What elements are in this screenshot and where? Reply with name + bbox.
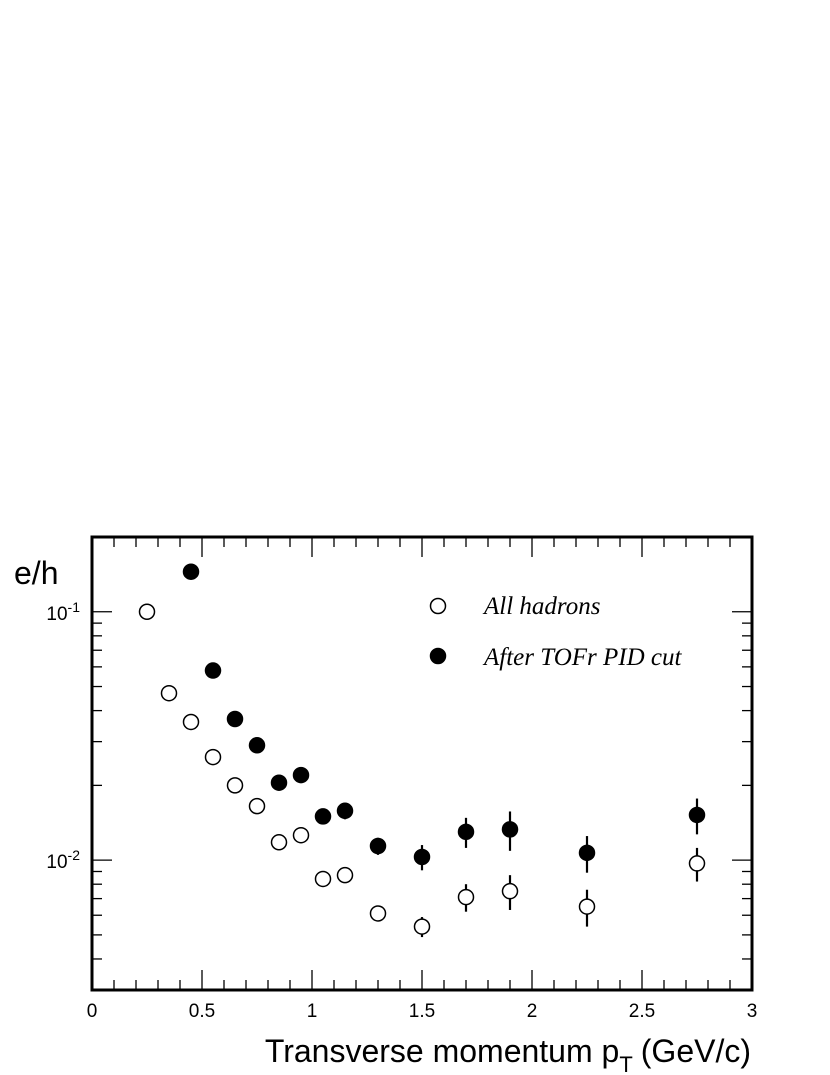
data-point-open: [336, 866, 354, 884]
x-tick-labels: 0 0.5 1 1.5 2 2.5 3: [87, 1001, 758, 1022]
y-axis-title: e/h: [14, 555, 58, 591]
data-point-filled: [336, 802, 354, 820]
legend-marker-after-tofr: [429, 647, 447, 665]
y-tick-labels: 10-1 10-2: [46, 599, 80, 873]
x-tick-label: 1: [307, 1001, 318, 1022]
x-tick-label: 0: [87, 1001, 98, 1022]
data-point-open: [501, 882, 519, 900]
data-point-open: [270, 834, 288, 851]
x-tick-label: 0.5: [189, 1001, 215, 1022]
legend-label-all-hadrons: All hadrons: [482, 593, 600, 620]
plot-frame: [90, 535, 754, 992]
data-point-open: [413, 918, 431, 935]
data-point-open: [314, 870, 332, 888]
y-tick-label: 10-1: [46, 599, 80, 625]
data-point-filled: [457, 823, 475, 841]
error-bars: [145, 569, 699, 938]
data-points: [138, 563, 706, 935]
legend: All hadrons After TOFr PID cut: [429, 593, 682, 671]
data-point-filled: [204, 662, 222, 679]
data-point-filled: [182, 563, 200, 580]
data-point-open: [292, 826, 310, 844]
data-point-open: [160, 684, 178, 702]
data-point-filled: [270, 774, 288, 791]
data-point-open: [226, 777, 244, 794]
data-point-open: [578, 898, 596, 915]
x-tick-label: 1.5: [409, 1001, 435, 1022]
data-point-open: [204, 748, 222, 766]
legend-label-after-tofr: After TOFr PID cut: [482, 644, 682, 671]
x-tick-label: 2.5: [629, 1001, 655, 1022]
data-point-filled: [688, 806, 706, 824]
data-point-open: [138, 603, 156, 621]
data-point-filled: [413, 848, 431, 866]
data-point-filled: [369, 837, 387, 855]
data-point-open: [457, 888, 475, 906]
x-axis-title-units: (GeV/c): [641, 1033, 751, 1069]
data-point-open: [369, 905, 387, 922]
data-point-filled: [578, 844, 596, 862]
data-point-filled: [226, 710, 244, 728]
data-point-open: [248, 797, 266, 815]
x-tick-label: 3: [747, 1001, 758, 1022]
data-point-filled: [314, 808, 332, 825]
x-axis-title: Transverse momentum pT (GeV/c): [265, 1033, 751, 1075]
data-point-filled: [248, 737, 266, 754]
legend-marker-all-hadrons: [429, 597, 447, 615]
x-axis-title-subscript: T: [619, 1052, 632, 1075]
data-point-open: [182, 713, 200, 731]
data-point-filled: [292, 766, 310, 784]
data-point-filled: [501, 821, 519, 838]
x-axis-title-main: Transverse momentum p: [265, 1033, 619, 1069]
data-point-open: [688, 855, 706, 872]
x-tick-label: 2: [527, 1001, 538, 1022]
y-tick-label: 10-2: [46, 847, 80, 873]
